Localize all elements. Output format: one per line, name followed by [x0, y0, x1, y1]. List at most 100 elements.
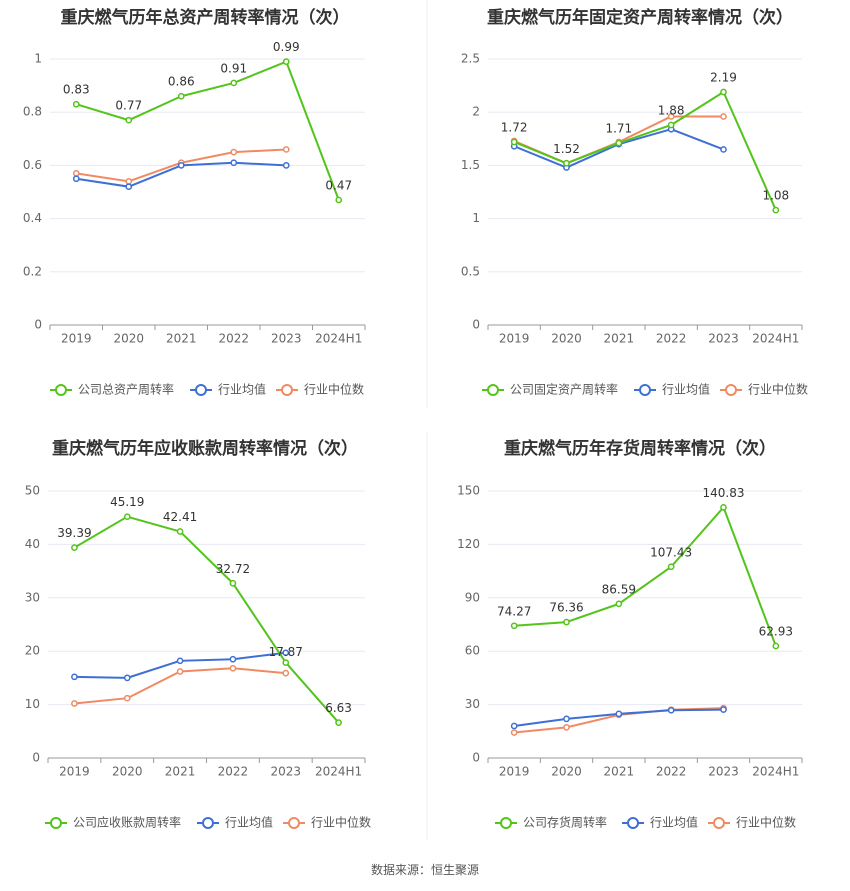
x-tick-label: 2022 [656, 332, 687, 346]
legend-item-median: 行业中位数 [276, 382, 364, 397]
chart-panel-1: 重庆燃气历年总资产周转率情况（次） 0 0.2 0.4 0.6 0.8 1 2019 2020 2… [23, 7, 366, 397]
data-point-median [282, 146, 290, 153]
data-point-median [282, 669, 290, 677]
data-point-company [282, 659, 290, 666]
data-source-note: 数据来源：恒生聚源 [370, 863, 479, 877]
x-tick-label: 2021 [165, 765, 196, 779]
data-point-company [335, 196, 343, 204]
legend-item-average: 行业均值 [634, 382, 710, 397]
legend-item-median: 行业中位数 [708, 815, 796, 830]
data-label: 0.77 [115, 99, 142, 113]
x-tick-label: 2023 [270, 765, 301, 779]
data-label: 1.71 [605, 122, 632, 136]
data-label: 1.88 [658, 103, 685, 117]
y-tick-label: 0.2 [23, 264, 42, 278]
data-point-average [615, 710, 623, 718]
legend-marker-icon [195, 384, 207, 396]
data-label: 74.27 [497, 604, 531, 618]
x-tick-label: 2022 [218, 765, 249, 779]
legend-item-median: 行业中位数 [720, 382, 808, 397]
data-label: 17.87 [269, 645, 303, 659]
legend-marker-icon [627, 817, 639, 829]
y-tick-label: 10 [25, 697, 40, 711]
legend-item-average: 行业均值 [190, 382, 266, 397]
x-tick-label: 2023 [708, 332, 739, 346]
legend-item-company: 公司固定资产周转率 [482, 382, 618, 397]
y-tick-label: 1 [472, 211, 480, 225]
data-point-average [177, 162, 185, 169]
data-point-median [720, 113, 727, 120]
data-label: 107.43 [650, 545, 692, 559]
legend-label: 行业中位数 [311, 815, 371, 830]
legend-label: 行业均值 [650, 815, 698, 830]
legend-marker-icon [281, 384, 293, 396]
data-point-average [230, 159, 238, 167]
legend-marker-icon [55, 384, 67, 396]
legend-item-average: 行业均值 [197, 815, 273, 830]
data-label: 0.47 [325, 178, 352, 192]
x-tick-label: 2021 [604, 332, 635, 346]
data-label: 140.83 [703, 486, 745, 500]
data-point-median [123, 694, 131, 702]
x-tick-label: 2021 [604, 765, 635, 779]
legend-marker-icon [50, 817, 62, 829]
series-line-company [513, 90, 777, 211]
data-point-company [125, 116, 133, 124]
data-label: 1.72 [501, 120, 528, 134]
legend-item-company: 公司存货周转率 [495, 815, 607, 830]
data-label: 62.93 [759, 624, 793, 638]
x-tick-label: 2024H1 [752, 765, 799, 779]
legend-label: 行业中位数 [304, 382, 364, 397]
data-point-average [123, 674, 131, 682]
y-tick-label: 0 [32, 751, 40, 765]
x-tick-label: 2022 [218, 332, 249, 346]
x-tick-label: 2019 [59, 765, 90, 779]
data-label: 2.19 [710, 70, 737, 84]
data-point-company [510, 138, 518, 146]
data-label: 0.99 [273, 40, 300, 54]
data-label: 1.52 [553, 142, 580, 156]
x-tick-label: 2020 [112, 765, 143, 779]
x-tick-label: 2020 [551, 332, 582, 346]
data-point-median [563, 724, 570, 731]
legend-item-company: 公司总资产周转率 [50, 382, 174, 397]
data-point-average [72, 175, 80, 183]
data-label: 76.36 [549, 601, 583, 615]
legend-label: 行业中位数 [736, 815, 796, 830]
y-tick-label: 30 [25, 590, 40, 604]
data-point-median [667, 113, 675, 120]
data-point-average [71, 673, 78, 681]
legend-marker-icon [713, 817, 725, 829]
data-label: 42.41 [163, 510, 197, 524]
data-point-average [510, 722, 518, 730]
data-point-company [282, 58, 290, 66]
y-tick-label: 0 [472, 751, 480, 765]
data-label: 86.59 [602, 582, 636, 596]
legend-marker-icon [639, 384, 651, 396]
legend-label: 公司应收账款周转率 [73, 815, 181, 830]
data-point-median [71, 700, 78, 707]
data-point-median [229, 664, 237, 672]
y-tick-label: 0.4 [23, 211, 42, 225]
legend-label: 行业中位数 [748, 382, 808, 397]
x-tick-label: 2021 [166, 332, 197, 346]
data-point-company [667, 121, 675, 129]
x-tick-label: 2019 [499, 765, 530, 779]
data-point-average [176, 657, 184, 665]
data-point-company [615, 600, 623, 608]
x-tick-label: 2023 [708, 765, 739, 779]
data-label: 6.63 [325, 701, 352, 715]
x-tick-label: 2019 [61, 332, 92, 346]
data-point-company [72, 100, 80, 108]
legend-label: 行业均值 [218, 382, 266, 397]
data-point-company [229, 579, 237, 587]
legend-label: 公司存货周转率 [523, 815, 607, 830]
legend-label: 行业均值 [225, 815, 273, 830]
legend-marker-icon [288, 817, 300, 829]
y-tick-label: 0.5 [461, 264, 480, 278]
data-point-company [563, 159, 570, 167]
chart-title: 重庆燃气历年应收账款周转率情况（次） [52, 438, 358, 459]
chart-panel-4: 重庆燃气历年存货周转率情况（次） 0 30 60 90 120 150 2019 2020 202… [457, 438, 803, 830]
series-line-company [514, 506, 777, 647]
